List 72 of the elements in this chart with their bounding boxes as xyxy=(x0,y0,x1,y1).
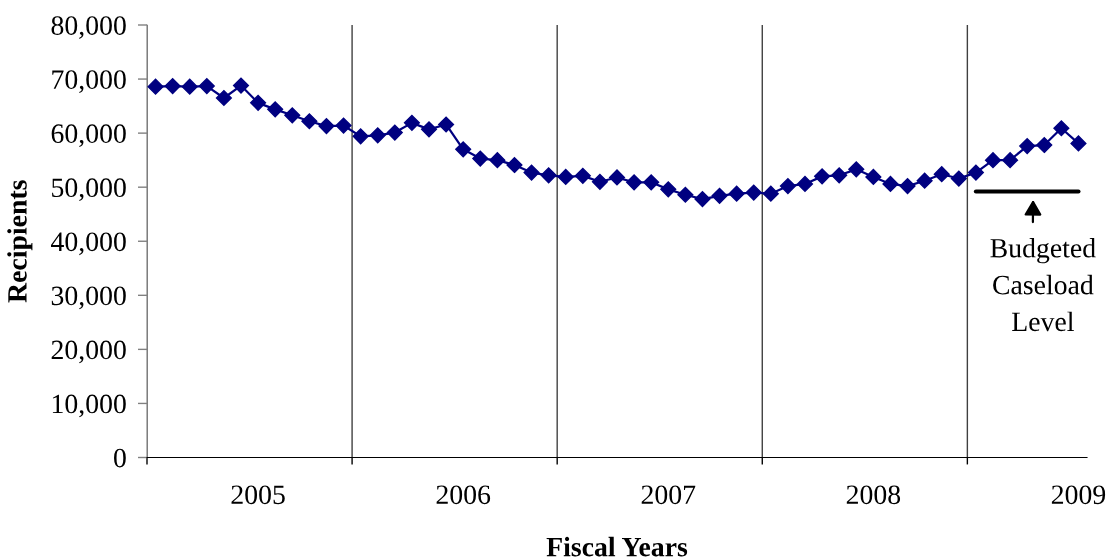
point xyxy=(250,94,267,111)
point xyxy=(694,191,711,208)
point xyxy=(164,78,181,95)
x-tick-label: 2009 xyxy=(1051,485,1106,505)
point xyxy=(267,101,284,118)
point xyxy=(796,175,814,193)
point xyxy=(967,164,984,181)
x-tick-label: 2007 xyxy=(641,485,696,505)
point xyxy=(215,89,232,107)
point xyxy=(865,168,882,185)
point xyxy=(831,167,848,184)
point xyxy=(489,152,506,169)
point xyxy=(335,117,352,134)
point xyxy=(455,141,472,158)
point xyxy=(523,164,540,181)
point xyxy=(1070,135,1087,152)
point xyxy=(848,161,865,178)
point xyxy=(745,184,762,201)
point xyxy=(369,127,386,144)
point xyxy=(472,150,489,167)
point xyxy=(438,116,455,133)
point xyxy=(950,170,967,187)
point xyxy=(557,168,574,185)
point xyxy=(711,187,728,204)
x-axis-title: Fiscal Years xyxy=(546,536,688,557)
point xyxy=(1053,120,1070,137)
point xyxy=(1002,152,1019,169)
point xyxy=(643,174,660,191)
y-tick-label: 20,000 xyxy=(51,340,126,364)
point xyxy=(574,167,591,184)
point xyxy=(181,78,198,95)
y-tick-label: 50,000 xyxy=(52,178,126,202)
point xyxy=(984,152,1002,169)
point xyxy=(386,124,403,141)
point xyxy=(506,156,523,174)
point xyxy=(677,186,694,203)
point xyxy=(540,167,557,184)
point xyxy=(814,168,831,185)
y-tick-label: 80,000 xyxy=(51,16,126,39)
point xyxy=(1036,136,1053,154)
y-tick-label: 10,000 xyxy=(52,394,126,418)
y-tick-label: 40,000 xyxy=(51,232,126,256)
point xyxy=(608,169,626,186)
x-tick-label: 2006 xyxy=(436,485,491,505)
point xyxy=(301,113,318,130)
point xyxy=(626,174,643,191)
point xyxy=(198,78,215,95)
y-tick-label: 0 xyxy=(114,448,126,468)
point xyxy=(232,77,250,94)
point xyxy=(403,114,420,131)
x-tick-label: 2008 xyxy=(846,485,901,505)
point xyxy=(899,178,916,195)
y-axis-title: Recipients xyxy=(7,180,33,303)
point xyxy=(1019,138,1036,155)
x-tick-label: 2005 xyxy=(231,485,285,505)
point xyxy=(762,185,779,202)
point xyxy=(420,121,438,138)
point xyxy=(591,173,608,190)
annotation: Budgeted Caseload Level xyxy=(990,238,1096,332)
y-tick-label: 60,000 xyxy=(51,124,126,148)
point xyxy=(933,166,950,183)
point xyxy=(318,118,335,135)
y-tick-label: 70,000 xyxy=(52,70,126,93)
point xyxy=(882,175,899,193)
point xyxy=(728,185,745,202)
point xyxy=(660,181,677,198)
point xyxy=(352,128,369,145)
point xyxy=(779,178,796,195)
point xyxy=(284,107,301,124)
point xyxy=(147,78,164,95)
point xyxy=(916,172,933,189)
y-tick-label: 30,000 xyxy=(51,286,126,310)
